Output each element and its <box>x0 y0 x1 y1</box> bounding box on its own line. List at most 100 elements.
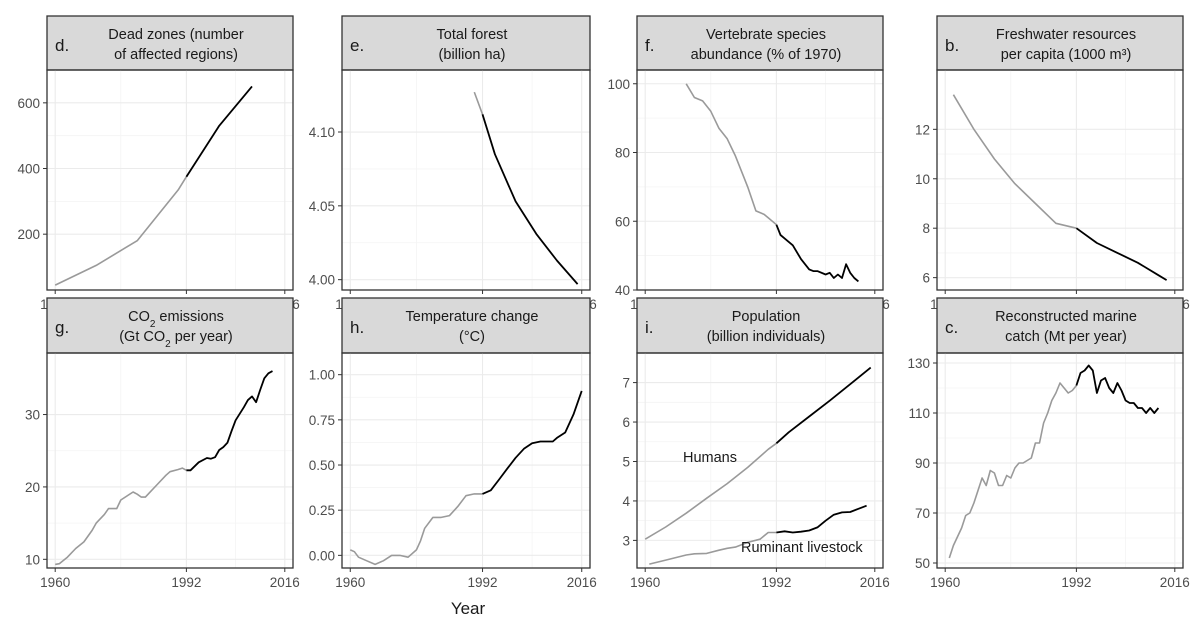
panel-f-title-line-2: abundance (% of 1970) <box>691 47 842 63</box>
series-line-before-1992 <box>948 382 1078 559</box>
annotation-ruminant-livestock: Ruminant livestock <box>741 540 863 556</box>
series-line-before-1992 <box>54 176 188 286</box>
series-line-humans-before-1992 <box>644 442 777 540</box>
x-axis-title: Year <box>451 599 486 618</box>
y-tick-label: 400 <box>17 162 40 177</box>
panel-f-strip <box>636 15 884 71</box>
annotation-humans: Humans <box>683 450 737 466</box>
series-line-1992-onward <box>1075 227 1168 281</box>
panel-i-letter: i. <box>645 318 654 337</box>
series-line-1992-onward <box>1075 364 1160 414</box>
x-tick-label: 1960 <box>930 575 960 590</box>
series-line-1992-onward <box>482 390 583 495</box>
panel-e-letter: e. <box>350 36 364 55</box>
y-tick-label: 0.25 <box>309 503 335 518</box>
y-tick-label: 7 <box>622 376 630 391</box>
panel-c-letter: c. <box>945 318 958 337</box>
series-line-1992-onward <box>481 114 579 285</box>
panel-d-title-line-1: Dead zones (number <box>108 27 244 43</box>
y-tick-label: 80 <box>615 146 630 161</box>
panel-g-title-line-2: (Gt CO2 per year) <box>119 329 233 350</box>
panel-h-letter: h. <box>350 318 364 337</box>
x-tick-label: 1960 <box>335 575 365 590</box>
y-tick-label: 6 <box>622 415 630 430</box>
x-tick-label: 1992 <box>468 575 498 590</box>
x-tick-label: 1992 <box>761 575 791 590</box>
panel-g-letter: g. <box>55 318 69 337</box>
panel-c: c. Reconstructed marine catch (Mt per year… <box>907 297 1190 590</box>
panel-g: g. CO2 emissions(Gt CO2 per year) 1960 1992… <box>25 297 300 590</box>
panel-d-strip <box>46 15 294 71</box>
panel-d-letter: d. <box>55 36 69 55</box>
chart-panels: d. Dead zones (number of affected regions)… <box>17 15 1190 590</box>
y-tick-label: 40 <box>615 283 630 298</box>
y-tick-label: 60 <box>615 214 630 229</box>
y-tick-label: 4 <box>622 494 630 509</box>
series-line-before-1992 <box>685 83 777 226</box>
panel-g-frame <box>46 352 294 569</box>
y-tick-label: 4.10 <box>309 125 335 140</box>
y-tick-label: 4.00 <box>309 273 335 288</box>
y-tick-label: 110 <box>908 406 930 421</box>
x-tick-label: 1992 <box>171 575 201 590</box>
panel-f-frame <box>636 69 884 291</box>
series-line-before-1992 <box>473 91 484 115</box>
panel-b-strip <box>936 15 1184 71</box>
series-line-1992-onward <box>185 85 253 178</box>
y-tick-label: 6 <box>922 271 930 286</box>
y-tick-label: 3 <box>622 533 630 548</box>
panel-g-title-line-1: CO2 emissions <box>128 309 224 330</box>
y-tick-label: 10 <box>915 172 930 187</box>
x-tick-label: 1992 <box>1061 575 1091 590</box>
panel-d-frame <box>46 69 294 291</box>
panel-g-strip <box>46 297 294 354</box>
series-line-ruminant-livestock-1992-onward <box>776 504 867 534</box>
panel-c-strip <box>936 297 1184 354</box>
panel-b-letter: b. <box>945 36 959 55</box>
y-tick-label: 0.75 <box>309 413 335 428</box>
panel-i: i. Population (billion individuals) 1960 199… <box>622 297 890 590</box>
panel-i-title-line-1: Population <box>732 309 801 325</box>
panel-i-frame <box>636 352 884 569</box>
x-tick-label: 2016 <box>270 575 300 590</box>
panel-f: f. Vertebrate species abundance (% of 1970… <box>607 15 890 312</box>
panel-e-strip <box>341 15 591 71</box>
panel-b-frame <box>936 69 1184 291</box>
y-tick-label: 10 <box>25 552 40 567</box>
y-tick-label: 70 <box>915 506 930 521</box>
y-tick-label: 8 <box>922 221 930 236</box>
x-tick-label: 1960 <box>40 575 70 590</box>
y-tick-label: 90 <box>915 456 930 471</box>
series-line-1992-onward <box>186 370 273 472</box>
y-tick-label: 50 <box>915 556 930 571</box>
panel-c-title-line-2: catch (Mt per year) <box>1005 329 1127 345</box>
series-line-humans-1992-onward <box>775 366 872 444</box>
y-tick-label: 30 <box>25 408 40 423</box>
panel-b-title-line-1: Freshwater resources <box>996 27 1136 43</box>
panel-e-frame <box>341 69 591 291</box>
y-tick-label: 100 <box>607 77 630 92</box>
panel-e: e.Total forest(billion ha)1960199220164.… <box>309 15 597 312</box>
panel-f-title-line-1: Vertebrate species <box>706 27 826 43</box>
panel-f-letter: f. <box>645 36 654 55</box>
y-tick-label: 5 <box>622 454 630 469</box>
y-tick-label: 0.00 <box>309 548 335 563</box>
panel-i-title-line-2: (billion individuals) <box>707 329 825 345</box>
panel-d-title-line-2: of affected regions) <box>114 47 238 63</box>
panel-b-title-line-2: per capita (1000 m³) <box>1001 47 1132 63</box>
series-line-ruminant-livestock-before-1992 <box>649 531 777 565</box>
panel-c-title-line-1: Reconstructed marine <box>995 309 1137 325</box>
y-tick-label: 600 <box>17 96 40 111</box>
y-tick-label: 130 <box>907 356 930 371</box>
series-line-before-1992 <box>349 493 483 566</box>
panel-d: d. Dead zones (number of affected regions)… <box>17 15 300 312</box>
y-tick-label: 4.05 <box>309 199 335 214</box>
panel-h: h. Temperature change (°C) 1960 1992 2016 0.00… <box>309 297 597 590</box>
x-tick-label: 2016 <box>1160 575 1190 590</box>
panel-b: b. Freshwater resources per capita (1000 m… <box>915 15 1190 312</box>
y-tick-label: 20 <box>25 480 40 495</box>
panel-h-title-line-2: (°C) <box>459 329 485 345</box>
x-tick-label: 2016 <box>860 575 890 590</box>
x-tick-label: 2016 <box>567 575 597 590</box>
